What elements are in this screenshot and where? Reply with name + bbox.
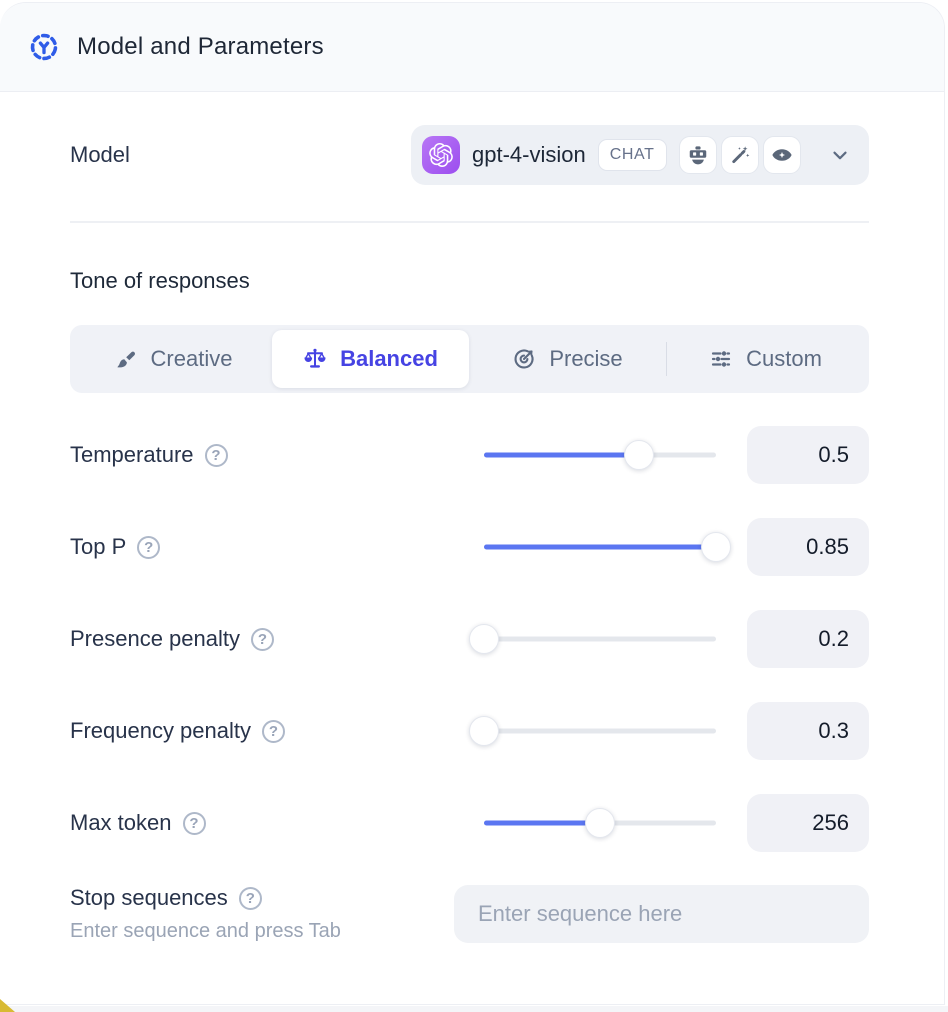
model-label: Model xyxy=(70,142,130,167)
magic-wand-icon xyxy=(720,136,759,174)
param-row-presence-penalty: Presence penalty ? 0.2 xyxy=(70,609,869,669)
balance-scale-icon xyxy=(303,347,327,371)
max-token-value[interactable]: 256 xyxy=(747,794,869,852)
param-row-max-token: Max token ? 256 xyxy=(70,793,869,853)
corner-decoration xyxy=(0,999,15,1012)
sliders-icon xyxy=(709,347,733,371)
model-type-badge: CHAT xyxy=(597,139,667,171)
selected-model-name: gpt-4-vision xyxy=(472,142,586,167)
target-icon xyxy=(512,347,536,371)
model-row: Model gpt-4-vision CHAT xyxy=(70,125,869,185)
help-icon[interactable]: ? xyxy=(204,443,228,467)
frequency-penalty-value[interactable]: 0.3 xyxy=(747,702,869,760)
slider-thumb[interactable] xyxy=(469,716,499,746)
help-icon[interactable]: ? xyxy=(251,627,274,651)
help-icon[interactable]: ? xyxy=(182,811,206,835)
top-p-value[interactable]: 0.85 xyxy=(747,518,869,576)
help-icon[interactable]: ? xyxy=(238,886,262,910)
frequency-penalty-slider[interactable] xyxy=(469,716,716,746)
help-icon[interactable]: ? xyxy=(137,535,161,559)
slider-thumb[interactable] xyxy=(585,808,615,838)
panel-header: Model and Parameters xyxy=(0,3,944,92)
openai-icon xyxy=(422,136,460,174)
slider-thumb[interactable] xyxy=(624,440,655,470)
max-token-slider[interactable] xyxy=(484,808,716,838)
stop-sequences-label: Stop sequences ? xyxy=(70,885,341,911)
help-icon[interactable]: ? xyxy=(262,719,285,743)
param-row-temperature: Temperature ? 0.5 xyxy=(70,425,869,485)
model-hub-icon xyxy=(28,31,60,63)
tab-custom[interactable]: Custom xyxy=(667,330,864,388)
temperature-slider[interactable] xyxy=(484,440,716,470)
presence-penalty-slider[interactable] xyxy=(469,624,716,654)
param-label: Frequency penalty ? xyxy=(70,718,285,744)
tone-heading: Tone of responses xyxy=(70,268,250,293)
param-label: Top P ? xyxy=(70,534,161,560)
paintbrush-icon xyxy=(115,348,138,371)
section-divider xyxy=(70,221,869,223)
param-row-frequency-penalty: Frequency penalty ? 0.3 xyxy=(70,701,869,761)
model-select-dropdown[interactable]: gpt-4-vision CHAT xyxy=(411,125,869,185)
capability-chips xyxy=(678,136,801,174)
param-label: Presence penalty ? xyxy=(70,626,274,652)
top-p-slider[interactable] xyxy=(484,532,731,562)
stop-sequences-hint: Enter sequence and press Tab xyxy=(70,920,341,942)
temperature-value[interactable]: 0.5 xyxy=(747,426,869,484)
stop-sequence-input[interactable] xyxy=(454,885,869,943)
tab-label: Precise xyxy=(549,346,623,371)
tab-balanced[interactable]: Balanced xyxy=(272,330,469,388)
vision-eye-icon xyxy=(762,136,801,174)
param-label: Temperature ? xyxy=(70,442,228,468)
chevron-down-icon xyxy=(829,144,851,166)
stop-sequences-row: Stop sequences ? Enter sequence and pres… xyxy=(70,885,869,943)
tone-tab-bar: Creative Balanced xyxy=(70,325,869,393)
panel-title: Model and Parameters xyxy=(77,33,324,60)
param-row-top-p: Top P ? 0.85 xyxy=(70,517,869,577)
slider-thumb[interactable] xyxy=(469,624,499,654)
tab-precise[interactable]: Precise xyxy=(469,330,666,388)
param-label: Max token ? xyxy=(70,810,206,836)
slider-thumb[interactable] xyxy=(701,532,731,562)
tab-creative[interactable]: Creative xyxy=(75,330,272,388)
background-strip xyxy=(0,1006,948,1012)
tab-label: Creative xyxy=(150,346,233,371)
robot-icon xyxy=(678,136,717,174)
stop-sequences-labels: Stop sequences ? Enter sequence and pres… xyxy=(70,885,341,943)
tab-label: Balanced xyxy=(340,346,438,371)
presence-penalty-value[interactable]: 0.2 xyxy=(747,610,869,668)
tab-label: Custom xyxy=(746,346,822,371)
tab-divider xyxy=(666,342,667,376)
